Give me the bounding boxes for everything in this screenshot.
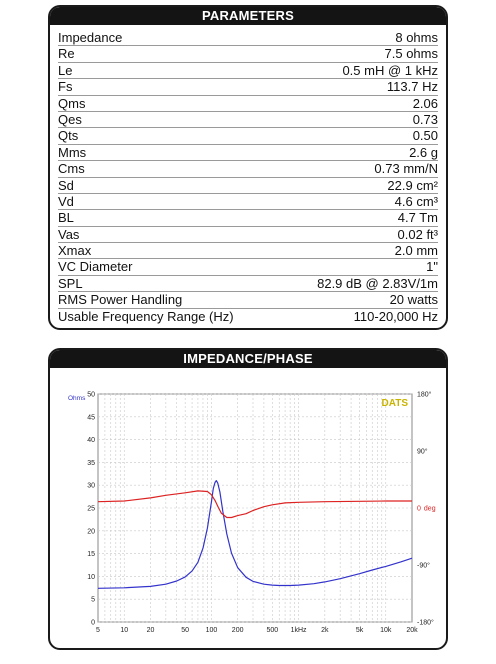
parameter-row: Sd 22.9 cm²: [58, 178, 438, 194]
x-tick-label: 1kHz: [291, 627, 307, 634]
parameters-title: PARAMETERS: [50, 7, 446, 25]
parameter-label: Mms: [58, 144, 87, 160]
parameter-label: Le: [58, 62, 73, 78]
brand-label: DATS: [382, 398, 409, 409]
parameter-row: Impedance 8 ohms: [58, 30, 438, 47]
parameter-value: 2.0 mm: [394, 243, 438, 259]
right-axis-unit: deg: [424, 506, 436, 513]
x-tick-label: 10: [120, 627, 128, 634]
parameter-label: Vas: [58, 226, 80, 242]
parameter-value: 0.5 mH @ 1 kHz: [342, 62, 438, 78]
parameter-label: Qts: [58, 128, 79, 144]
parameter-label: Impedance: [58, 30, 123, 45]
parameter-row: BL 4.7 Tm: [58, 210, 438, 227]
parameter-value: 0.73 mm/N: [374, 161, 438, 177]
parameter-row: Mms 2.6 g: [58, 144, 438, 162]
parameter-row: Xmax 2.0 mm: [58, 243, 438, 260]
y2-tick-label: 90°: [417, 448, 428, 456]
y2-tick-label: -90°: [417, 562, 430, 570]
y-tick-label: 25: [87, 506, 95, 513]
parameter-value: 82.9 dB @ 2.83V/1m: [317, 275, 438, 291]
parameter-row: Cms 0.73 mm/N: [58, 161, 438, 178]
parameter-value: 0.02 ft³: [397, 226, 438, 242]
x-tick-label: 200: [232, 627, 244, 634]
parameter-row: Fs 113.7 Hz: [58, 79, 438, 96]
parameter-label: Cms: [58, 161, 85, 177]
parameter-value: 22.9 cm²: [387, 177, 438, 193]
x-tick-label: 2k: [321, 627, 329, 634]
y2-tick-label: 0 deg: [417, 506, 436, 513]
parameter-value: 8 ohms: [395, 30, 438, 45]
y2-tick-label: -180°: [417, 619, 434, 627]
y-tick-label: 0: [91, 620, 95, 627]
x-tick-label: 5: [96, 627, 100, 634]
phase-series-line: [97, 490, 412, 519]
parameter-label: BL: [58, 210, 74, 226]
parameter-label: Xmax: [58, 243, 92, 259]
parameter-row: Usable Frequency Range (Hz) 110-20,000 Hz: [58, 309, 438, 325]
y-tick-label: 40: [87, 437, 95, 444]
parameter-row: Vas 0.02 ft³: [58, 226, 438, 244]
y-tick-label: 30: [87, 483, 95, 490]
parameter-label: Qms: [58, 95, 86, 111]
y-tick-label: 20: [87, 528, 95, 535]
parameter-row: Qes 0.73: [58, 111, 438, 129]
y-tick-label: 35: [87, 460, 95, 467]
parameter-row: Vd 4.6 cm³: [58, 193, 438, 211]
parameter-label: Re: [58, 46, 75, 62]
parameter-label: VC Diameter: [58, 259, 133, 275]
x-tick-label: 20: [147, 627, 155, 634]
parameter-label: Fs: [58, 79, 73, 95]
x-tick-label: 100: [206, 627, 218, 634]
x-tick-label: 20k: [406, 627, 418, 634]
parameter-value: 0.73: [412, 111, 438, 127]
parameter-label: RMS Power Handling: [58, 292, 183, 308]
parameter-label: Qes: [58, 111, 82, 127]
impedance-series-line: [97, 479, 413, 589]
y-tick-label: 5: [91, 597, 95, 604]
parameter-row: Le 0.5 mH @ 1 kHz: [58, 62, 438, 80]
parameters-panel: PARAMETERS Impedance 8 ohms Re 7.5 ohms Le 0.…: [48, 5, 448, 330]
parameter-label: Sd: [58, 177, 74, 193]
impedance-phase-title: IMPEDANCE/PHASE: [50, 350, 446, 368]
left-axis-unit: Ohms: [68, 395, 86, 402]
y-tick-label: 10: [87, 574, 95, 581]
parameter-value: 20 watts: [389, 292, 438, 308]
impedance-phase-chart: 5 10 20 50 100 200 500 1kHz 2k 5k 10k 20k0510152025…: [68, 391, 436, 635]
x-tick-label: 5k: [356, 627, 364, 634]
parameter-value: 110-20,000 Hz: [353, 308, 438, 324]
parameter-value: 4.6 cm³: [394, 193, 438, 209]
y-tick-label: 15: [87, 551, 95, 558]
parameter-value: 0.50: [412, 128, 438, 144]
parameter-label: Usable Frequency Range (Hz): [58, 308, 234, 324]
y-tick-label: 50: [87, 392, 95, 399]
y2-tick-label: 180°: [417, 391, 432, 399]
parameter-value: 1": [426, 259, 438, 275]
parameter-row: Qms 2.06: [58, 96, 438, 112]
parameter-label: Vd: [58, 193, 74, 209]
parameter-value: 7.5 ohms: [384, 46, 438, 62]
parameter-row: VC Diameter 1": [58, 259, 438, 276]
impedance-phase-panel: IMPEDANCE/PHASE 5 10 20 50 100 200 500 1kHz 2k 5k…: [48, 348, 448, 650]
parameter-row: SPL 82.9 dB @ 2.83V/1m: [58, 275, 438, 293]
parameter-label: SPL: [58, 275, 83, 291]
parameter-row: Re 7.5 ohms: [58, 46, 438, 63]
parameter-row: Qts 0.50: [58, 128, 438, 145]
parameter-value: 2.06: [412, 95, 438, 111]
parameter-value: 2.6 g: [409, 144, 438, 160]
parameter-value: 4.7 Tm: [397, 210, 438, 226]
parameter-value: 113.7 Hz: [386, 79, 438, 95]
y-tick-label: 45: [87, 414, 95, 421]
x-tick-label: 10k: [380, 627, 392, 634]
x-tick-label: 500: [267, 627, 279, 634]
parameters-table: Impedance 8 ohms Re 7.5 ohms Le 0.5 mH @ 1 kH…: [58, 30, 438, 325]
parameter-row: RMS Power Handling 20 watts: [58, 292, 438, 309]
x-tick-label: 50: [181, 627, 189, 634]
